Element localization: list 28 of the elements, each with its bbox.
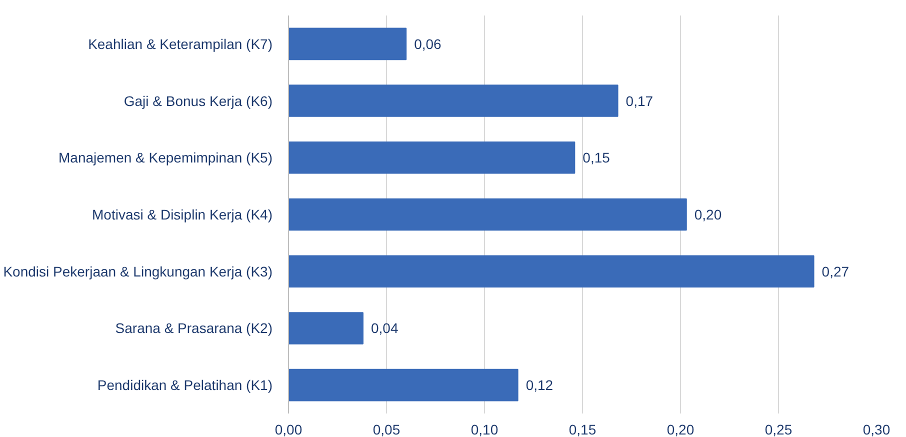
bar: [288, 368, 518, 402]
y-tick-label: Pendidikan & Pelatihan (K1): [97, 377, 272, 394]
data-label: 0,06: [414, 36, 442, 52]
y-tick-label: Sarana & Prasarana (K2): [115, 320, 273, 336]
data-label: 0,12: [526, 377, 554, 394]
x-tick-label: 0,25: [764, 422, 792, 437]
data-label: 0,17: [626, 92, 654, 109]
bar: [288, 312, 364, 344]
data-label: 0,27: [822, 263, 850, 280]
y-tick-label: Kondisi Pekerjaan & Lingkungan Kerja (K3): [3, 263, 273, 280]
bar: [288, 198, 687, 231]
data-label: 0,15: [582, 150, 610, 166]
bar: [288, 84, 618, 117]
x-tick-label: 0,05: [372, 422, 400, 437]
y-tick-label: Motivasi & Disiplin Kerja (K4): [92, 206, 273, 222]
x-tick-label: 0,15: [568, 422, 596, 437]
x-tick-label: 0,30: [862, 422, 890, 437]
x-tick-label: 0,20: [666, 422, 694, 437]
bar: [288, 255, 814, 288]
y-tick-label: Keahlian & Keterampilan (K7): [88, 36, 273, 52]
data-label: 0,04: [370, 320, 398, 336]
data-label: 0,20: [694, 206, 722, 222]
x-tick-label: 0,00: [274, 422, 302, 437]
y-tick-label: Manajemen & Kepemimpinan (K5): [58, 150, 273, 166]
x-tick-label: 0,10: [470, 422, 498, 437]
bar: [288, 28, 407, 60]
y-tick-label: Gaji & Bonus Kerja (K6): [124, 92, 273, 109]
bar: [288, 142, 576, 174]
